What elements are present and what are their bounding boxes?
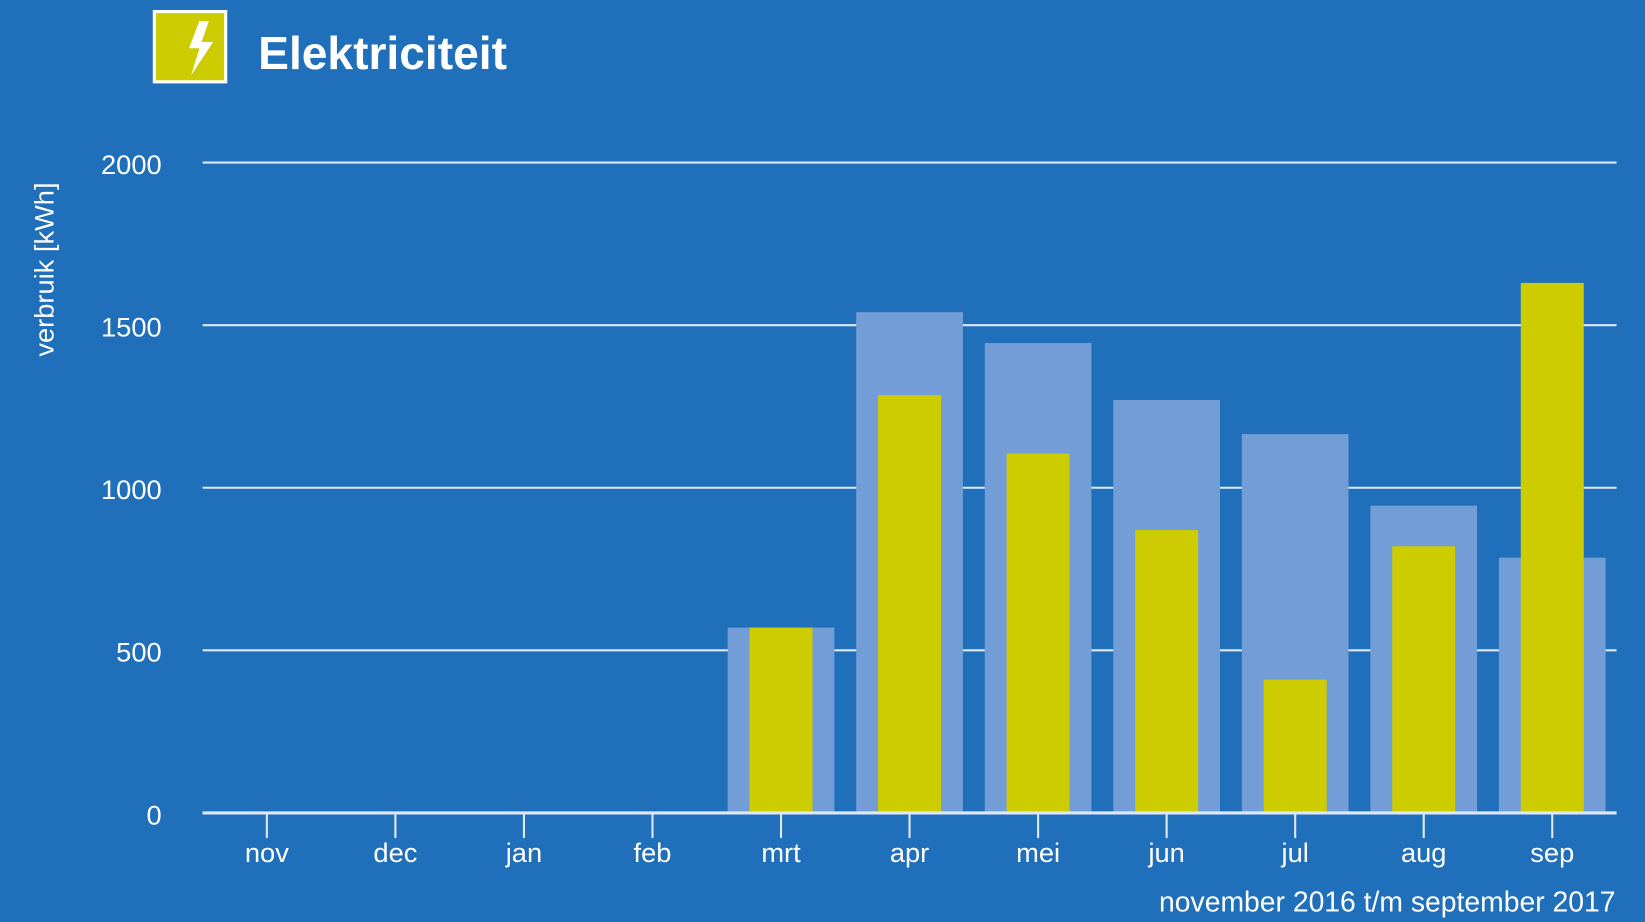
y-axis-label: verbruik [kWh] bbox=[29, 182, 60, 356]
chart-title: Elektriciteit bbox=[258, 27, 507, 79]
x-tick-label: jul bbox=[1281, 837, 1309, 868]
y-tick-label: 1500 bbox=[101, 312, 162, 343]
x-tick-label: sep bbox=[1530, 837, 1574, 868]
bar bbox=[1135, 530, 1199, 813]
x-tick-label: jun bbox=[1147, 837, 1184, 868]
bar bbox=[749, 627, 813, 813]
y-tick-label: 500 bbox=[116, 637, 162, 668]
subtitle: november 2016 t/m september 2017 bbox=[1159, 887, 1615, 919]
x-tick-label: jan bbox=[505, 837, 542, 868]
x-tick-label: feb bbox=[634, 837, 672, 868]
y-tick-label: 1000 bbox=[101, 474, 162, 505]
icon bbox=[152, 9, 228, 84]
bar bbox=[878, 395, 942, 813]
bar bbox=[1520, 282, 1584, 813]
x-tick-label: mrt bbox=[761, 837, 801, 868]
x-tick-label: dec bbox=[373, 837, 417, 868]
x-tick-label: nov bbox=[245, 837, 289, 868]
x-tick-label: aug bbox=[1401, 837, 1446, 868]
x-tick-label: apr bbox=[890, 837, 929, 868]
bar bbox=[1006, 453, 1070, 813]
y-tick-label: 2000 bbox=[101, 149, 162, 180]
bar bbox=[1263, 679, 1327, 813]
y-tick-label: 0 bbox=[147, 799, 162, 830]
bar bbox=[1392, 546, 1456, 813]
x-tick-label: mei bbox=[1016, 837, 1060, 868]
